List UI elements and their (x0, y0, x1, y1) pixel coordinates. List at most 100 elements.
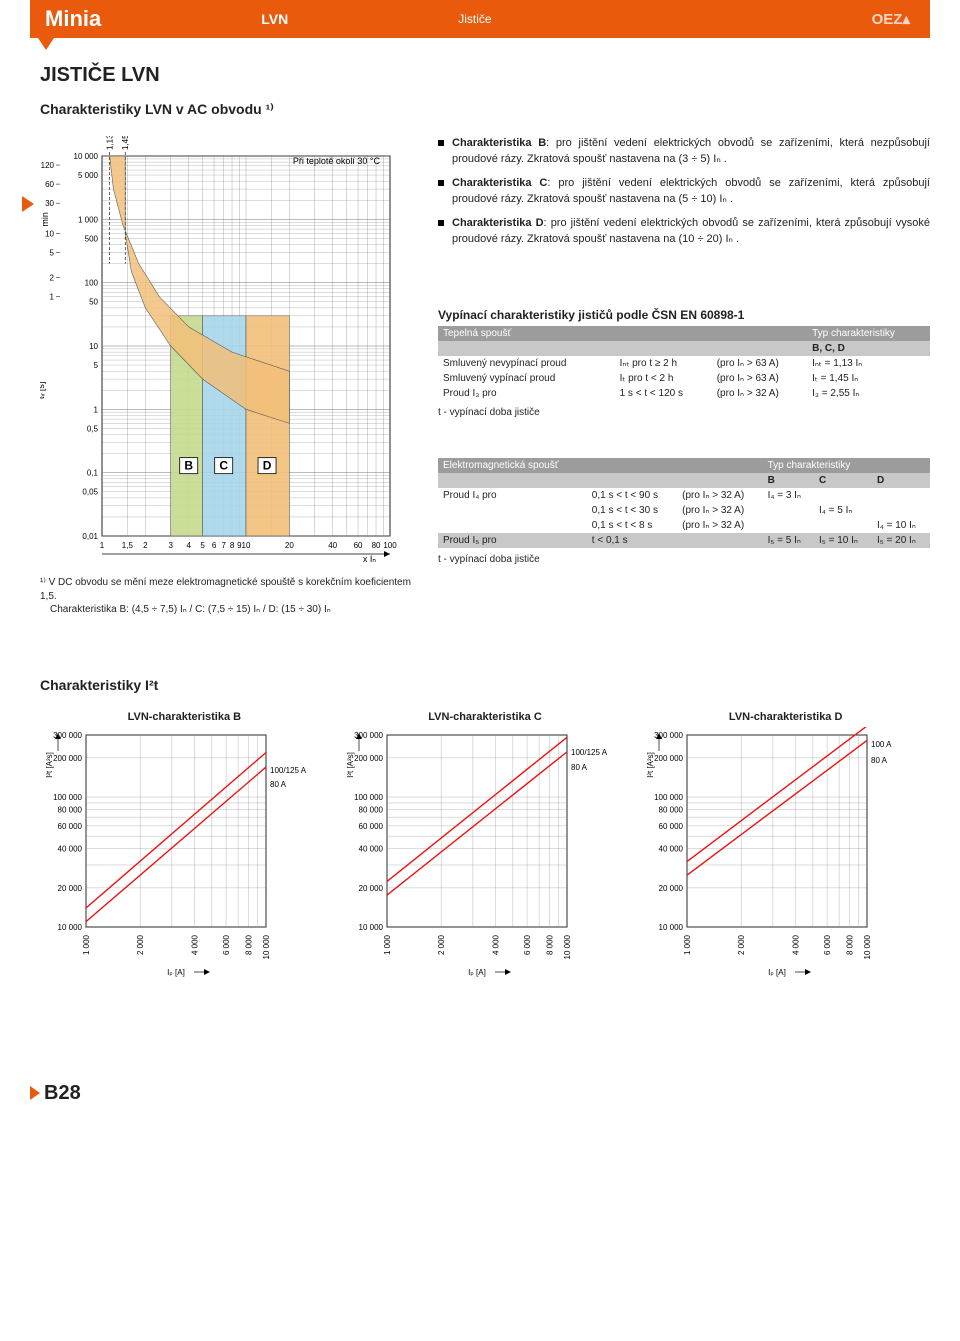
table2-note: t - vypínací doba jističe (438, 554, 930, 565)
table2-head: Elektromagnetická spoušť Typ charakteris… (438, 458, 930, 473)
footnote: ¹⁾ V DC obvodu se mění meze elektromagne… (40, 576, 420, 617)
svg-text:10 000: 10 000 (58, 923, 83, 932)
tripping-curve-chart: 1,13 Iₙ1,45 IₙBCD10 0005 0001 0005001005… (40, 136, 420, 568)
svg-text:6 000: 6 000 (222, 934, 231, 955)
svg-text:100 000: 100 000 (53, 793, 82, 802)
svg-text:1 000: 1 000 (683, 934, 692, 955)
i2t-title: LVN-charakteristika D (641, 711, 930, 723)
footnote-l1: ¹⁾ V DC obvodu se mění meze elektromagne… (40, 576, 420, 603)
svg-text:1,45 Iₙ: 1,45 Iₙ (121, 136, 130, 150)
svg-text:2: 2 (143, 541, 148, 550)
table-row: Proud I₃ pro1 s < t < 120 s(pro Iₙ > 32 … (438, 386, 930, 401)
i2t-title: LVN-charakteristika C (341, 711, 630, 723)
svg-text:B: B (184, 459, 193, 473)
svg-text:10 000: 10 000 (358, 923, 383, 932)
table-row: Proud I₄ pro0,1 s < t < 90 s(pro Iₙ > 32… (438, 488, 930, 503)
svg-text:Iₚ [A]: Iₚ [A] (468, 968, 486, 977)
header-category: Jističe (458, 12, 491, 26)
svg-text:1 000: 1 000 (82, 934, 91, 955)
svg-text:3: 3 (168, 541, 173, 550)
svg-text:min: min (40, 212, 50, 227)
svg-text:8 000: 8 000 (545, 934, 554, 955)
table1-title: Vypínací charakteristiky jističů podle Č… (438, 308, 930, 322)
table-row: Smluvený vypínací proudIₜ pro t < 2 h(pr… (438, 371, 930, 386)
svg-text:Při teplotě okolí 30 °C: Při teplotě okolí 30 °C (293, 156, 381, 166)
i2t-chart: LVN-charakteristika B300 000200 000100 0… (40, 711, 329, 992)
section2-title: Charakteristiky I²t (40, 677, 930, 693)
svg-text:0,01: 0,01 (82, 532, 98, 541)
svg-text:6 000: 6 000 (823, 934, 832, 955)
header-bar: Minia LVN Jističe OEZ▴ (30, 0, 930, 38)
header-mid: LVN Jističe (131, 11, 871, 27)
svg-text:4 000: 4 000 (491, 934, 500, 955)
svg-text:200 000: 200 000 (654, 753, 683, 762)
svg-text:80 A: 80 A (571, 763, 588, 772)
svg-text:80: 80 (372, 541, 381, 550)
svg-text:60 000: 60 000 (358, 821, 383, 830)
svg-text:60 000: 60 000 (659, 821, 684, 830)
svg-text:2 000: 2 000 (738, 934, 747, 955)
svg-text:4: 4 (186, 541, 191, 550)
svg-text:2: 2 (50, 274, 55, 283)
svg-text:8 000: 8 000 (245, 934, 254, 955)
svg-text:7: 7 (221, 541, 226, 550)
svg-text:1: 1 (100, 541, 105, 550)
svg-text:10: 10 (45, 229, 54, 238)
bullet-item: Charakteristika D: pro jištění vedení el… (438, 216, 930, 248)
table1-note: t - vypínací doba jističe (438, 407, 930, 418)
svg-text:60 000: 60 000 (58, 821, 83, 830)
table1-head2: B, C, D (438, 341, 930, 356)
svg-text:6 000: 6 000 (523, 934, 532, 955)
svg-text:100 A: 100 A (871, 740, 892, 749)
footnote-l2: Charakteristika B: (4,5 ÷ 7,5) Iₙ / C: (… (40, 603, 420, 617)
svg-text:20 000: 20 000 (358, 883, 383, 892)
svg-text:200 000: 200 000 (53, 753, 82, 762)
svg-text:1,5: 1,5 (122, 541, 134, 550)
svg-text:5 000: 5 000 (78, 171, 99, 180)
svg-text:I²t [A²s]: I²t [A²s] (646, 752, 655, 778)
svg-text:100/125 A: 100/125 A (270, 766, 307, 775)
svg-text:100: 100 (383, 541, 397, 550)
page-number: B28 (44, 1082, 81, 1105)
svg-text:10: 10 (242, 541, 251, 550)
table2-head2: B C D (438, 473, 930, 488)
svg-text:4 000: 4 000 (190, 934, 199, 955)
svg-text:8: 8 (230, 541, 235, 550)
header-lvn: LVN (261, 11, 288, 27)
table-row: Smluvený nevypínací proudIₙₜ pro t ≥ 2 h… (438, 356, 930, 371)
svg-text:1: 1 (50, 293, 55, 302)
svg-text:5: 5 (200, 541, 205, 550)
svg-text:60: 60 (45, 180, 54, 189)
svg-text:40 000: 40 000 (58, 844, 83, 853)
i2t-chart: LVN-charakteristika D300 000200 000100 0… (641, 711, 930, 992)
table1-head: Tepelná spoušť Typ charakteristiky (438, 326, 930, 341)
footer-triangle-icon (30, 1086, 40, 1100)
svg-text:1 000: 1 000 (78, 215, 99, 224)
section1-title: Charakteristiky LVN v AC obvodu ¹⁾ (40, 101, 930, 118)
svg-text:Iₚ [A]: Iₚ [A] (167, 968, 185, 977)
svg-text:D: D (263, 459, 272, 473)
table2-block: Elektromagnetická spoušť Typ charakteris… (438, 458, 930, 565)
svg-text:6: 6 (212, 541, 217, 550)
svg-text:1,13 Iₙ: 1,13 Iₙ (106, 136, 115, 150)
table2-row-grey: Proud I₅ pro t < 0,1 s I₅ = 5 Iₙ I₅ = 10… (438, 533, 930, 548)
svg-text:50: 50 (89, 298, 98, 307)
svg-text:2 000: 2 000 (437, 934, 446, 955)
svg-text:5: 5 (94, 361, 99, 370)
footer: B28 (0, 1082, 960, 1105)
bullet-item: Charakteristika C: pro jištění vedení el… (438, 176, 930, 208)
svg-text:100/125 A: 100/125 A (571, 748, 608, 757)
svg-text:8 000: 8 000 (846, 934, 855, 955)
i2t-chart-row: LVN-charakteristika B300 000200 000100 0… (40, 711, 930, 992)
svg-text:10 000: 10 000 (659, 923, 684, 932)
svg-text:C: C (219, 459, 228, 473)
svg-text:4 000: 4 000 (792, 934, 801, 955)
svg-text:100 000: 100 000 (654, 793, 683, 802)
brand: Minia (30, 6, 131, 32)
svg-text:Iₚ [A]: Iₚ [A] (769, 968, 787, 977)
svg-text:40 000: 40 000 (659, 844, 684, 853)
page-title: JISTIČE LVN (40, 64, 930, 87)
svg-text:I²t [A²s]: I²t [A²s] (45, 752, 54, 778)
table1-block: Vypínací charakteristiky jističů podle Č… (438, 308, 930, 418)
table-row: 0,1 s < t < 8 s(pro Iₙ > 32 A)I₄ = 10 Iₙ (438, 518, 930, 533)
